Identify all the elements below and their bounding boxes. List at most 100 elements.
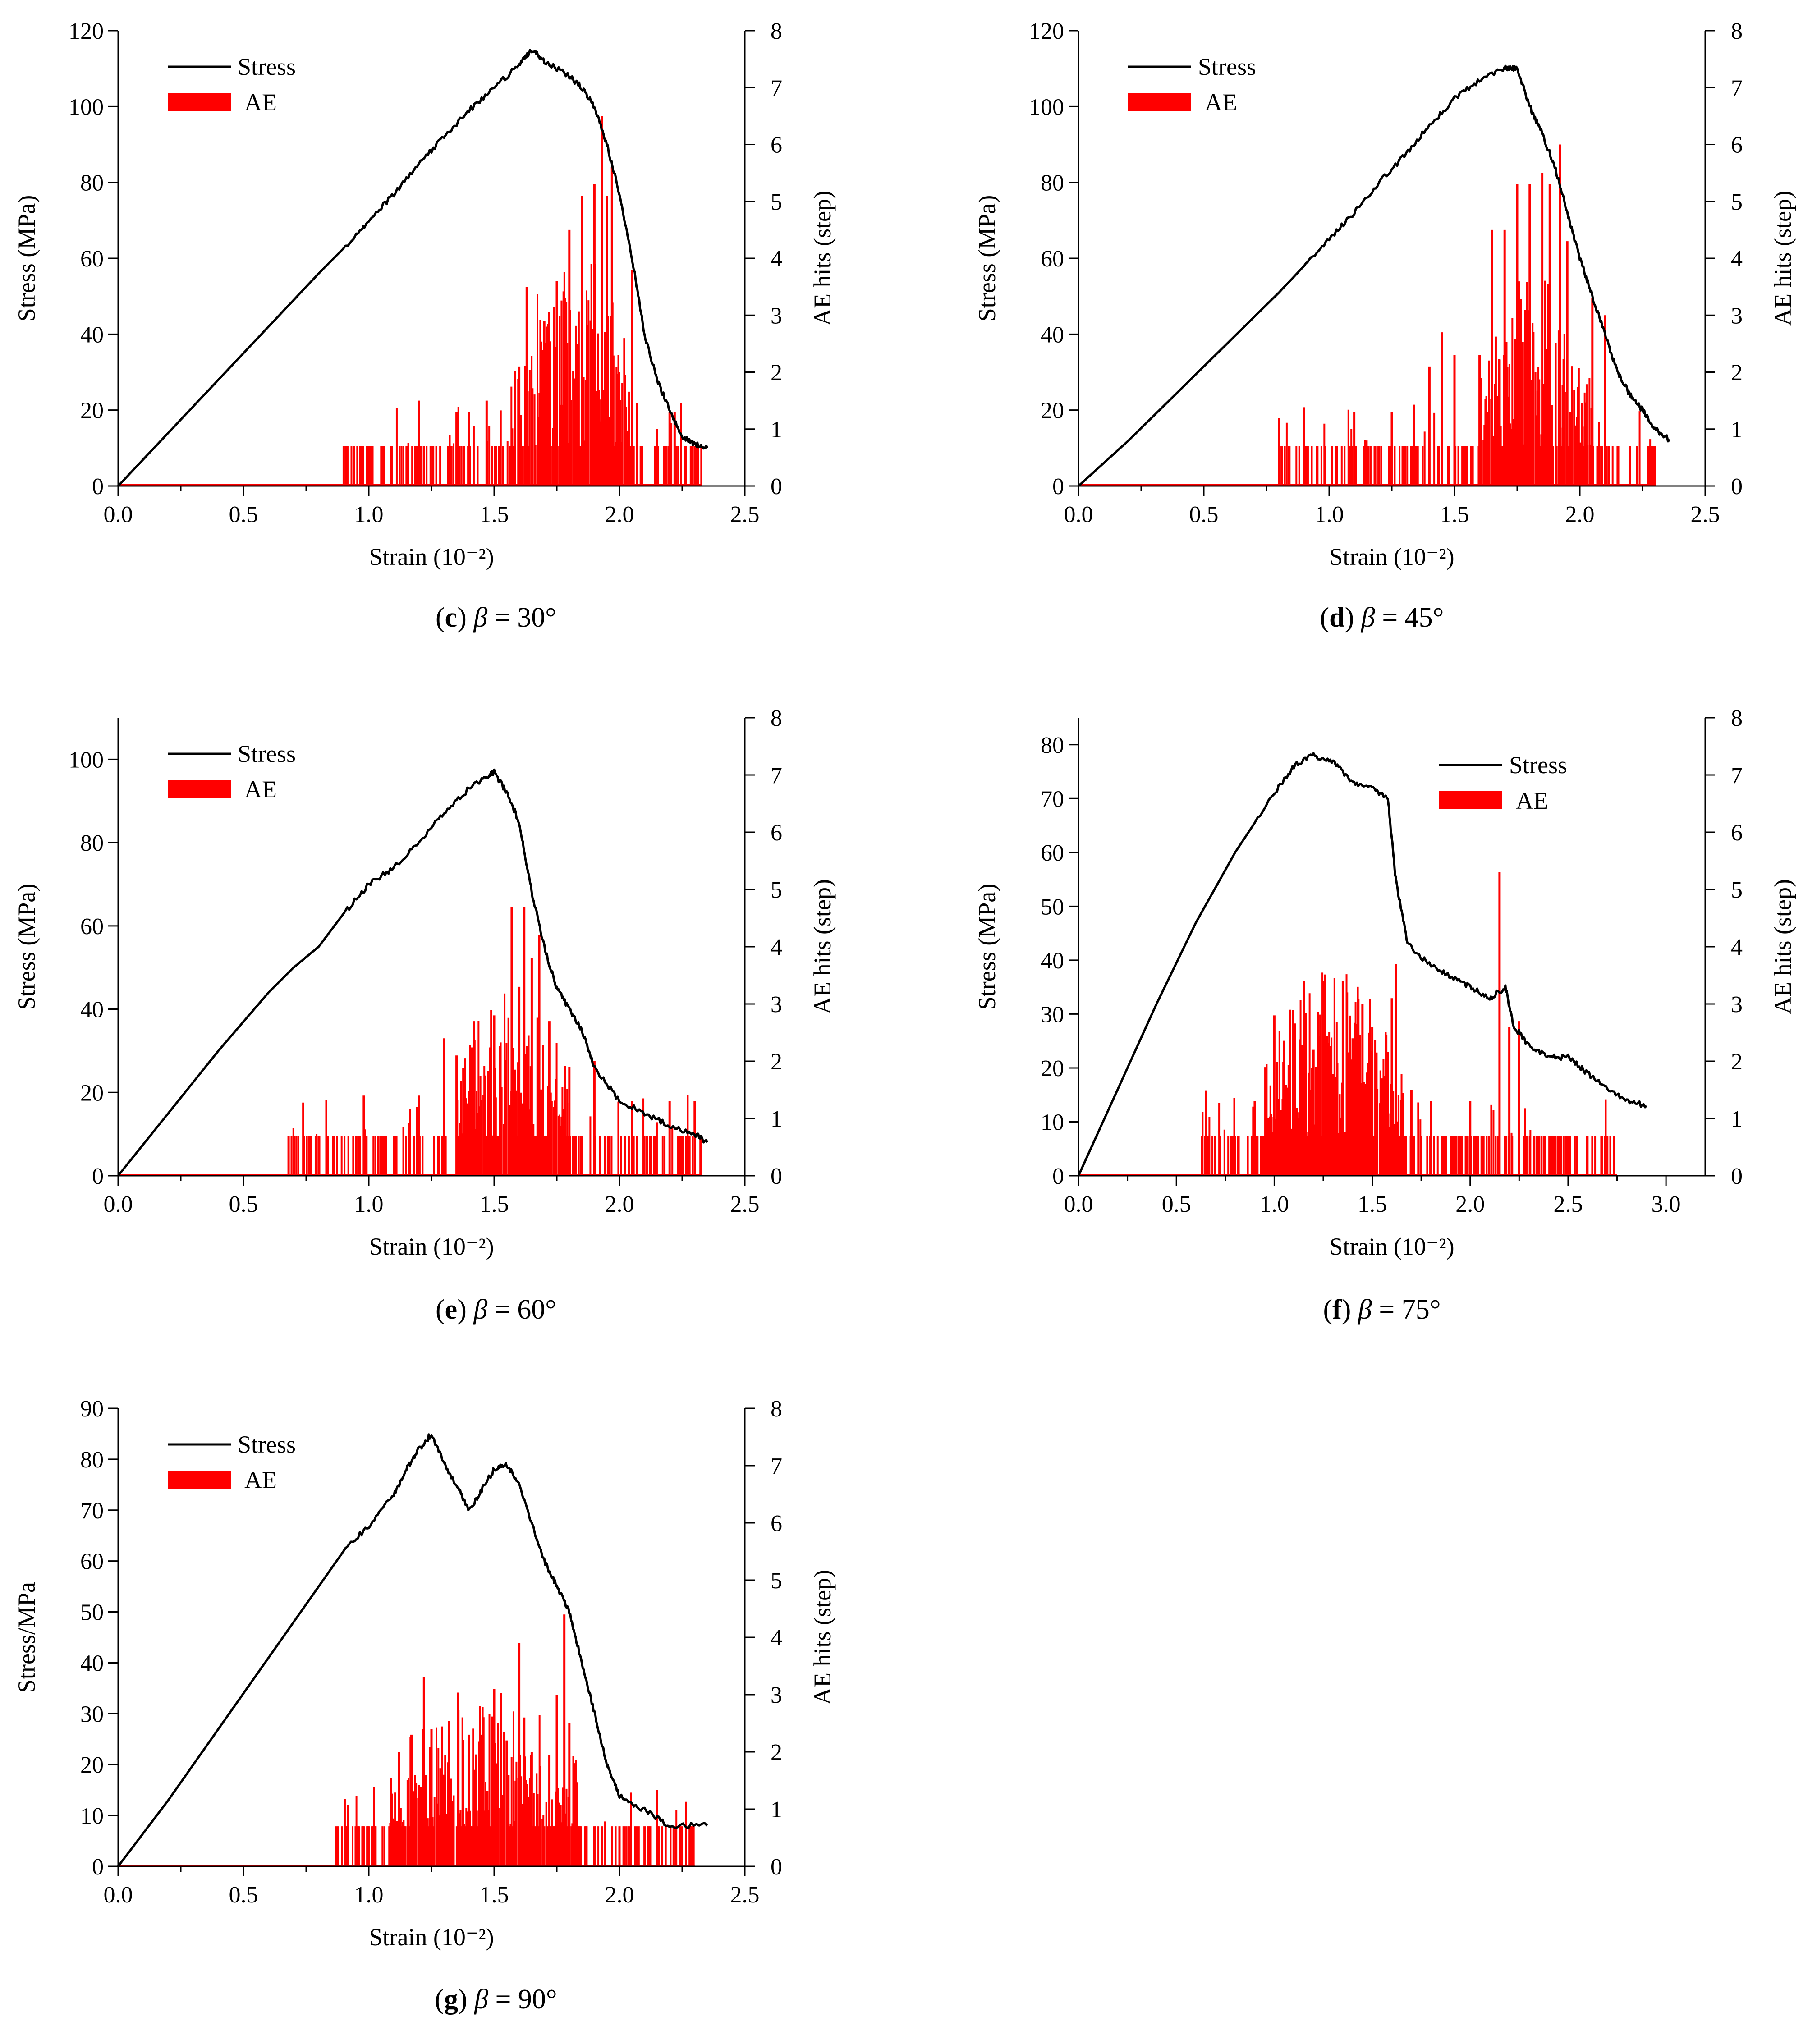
y-right-tick-label: 3 bbox=[771, 303, 782, 329]
y-right-tick-label: 5 bbox=[771, 1568, 782, 1594]
chart-panel-e: 0.0 0.5 1.0 1.5 2.0 2.5 0 20 40 60 80 100 0 1 2 3 4 5 6 7 8 S… bbox=[13, 706, 836, 1325]
y-left-tick-label: 90 bbox=[80, 1396, 104, 1422]
y-left-tick-label: 40 bbox=[80, 997, 104, 1023]
y-right-tick-label: 4 bbox=[1731, 935, 1743, 960]
y-left-tick-label: 60 bbox=[1041, 246, 1064, 272]
legend-ae-label: AE bbox=[1205, 89, 1237, 116]
axes-g: 0.0 0.5 1.0 1.5 2.0 2.5 0 10 20 30 40 50 60 70 80 90 0 1 2… bbox=[13, 1396, 836, 1951]
x-tick-label: 0.5 bbox=[229, 1882, 258, 1908]
y-right-axis-title: AE hits (step) bbox=[1769, 191, 1796, 326]
legend-stress-label: Stress bbox=[238, 53, 296, 80]
y-right-tick-label: 5 bbox=[1731, 189, 1743, 215]
x-tick-label: 2.5 bbox=[1553, 1192, 1583, 1217]
panel-caption-e: (e) β = 60° bbox=[436, 1294, 556, 1325]
ae-bars-g bbox=[118, 1614, 695, 1866]
panel-caption-g: (g) β = 90° bbox=[435, 1984, 557, 2015]
axes-f: 0.0 0.5 1.0 1.5 2.0 2.5 3.0 0 10 20 30 40 50 60 70 80 0 1… bbox=[973, 706, 1796, 1260]
y-right-axis-title: AE hits (step) bbox=[809, 1570, 836, 1705]
y-left-tick-label: 80 bbox=[80, 830, 104, 856]
chart-panel-d: 0.0 0.5 1.0 1.5 2.0 2.5 0 20 40 60 80 100 120 0 1 2 3 4 5 6… bbox=[973, 18, 1796, 633]
y-left-tick-label: 0 bbox=[92, 1164, 104, 1189]
stress-line-d bbox=[1078, 64, 1670, 487]
y-right-tick-label: 0 bbox=[771, 1164, 782, 1189]
x-tick-label: 2.5 bbox=[730, 502, 760, 527]
y-left-tick-label: 20 bbox=[1041, 1056, 1064, 1082]
legend-d: Stress AE bbox=[1128, 53, 1256, 116]
y-right-tick-label: 0 bbox=[771, 474, 782, 500]
legend-ae-swatch bbox=[1128, 93, 1191, 111]
x-tick-label: 2.5 bbox=[1691, 502, 1720, 527]
x-tick-label: 0.5 bbox=[1189, 502, 1219, 527]
y-right-tick-label: 6 bbox=[771, 1511, 782, 1536]
y-left-tick-label: 10 bbox=[1041, 1109, 1064, 1135]
legend-ae-label: AE bbox=[244, 89, 277, 116]
y-left-axis-title: Stress (MPa) bbox=[973, 195, 1000, 322]
x-tick-label: 1.0 bbox=[354, 1882, 384, 1908]
y-right-tick-label: 0 bbox=[771, 1854, 782, 1880]
stress-line-e bbox=[117, 768, 708, 1177]
y-left-tick-label: 80 bbox=[80, 1447, 104, 1473]
y-right-tick-label: 4 bbox=[771, 1625, 782, 1651]
x-tick-label: 3.0 bbox=[1652, 1192, 1681, 1217]
y-left-tick-label: 0 bbox=[92, 1854, 104, 1880]
y-left-tick-label: 100 bbox=[69, 94, 104, 120]
legend-ae-label: AE bbox=[244, 1467, 277, 1494]
y-left-tick-label: 100 bbox=[69, 747, 104, 773]
x-tick-label: 1.5 bbox=[1358, 1192, 1387, 1217]
y-left-tick-label: 20 bbox=[1041, 398, 1064, 424]
y-left-tick-label: 70 bbox=[1041, 786, 1064, 812]
x-tick-label: 0.0 bbox=[104, 1882, 133, 1908]
x-axis-title: Strain (10⁻²) bbox=[369, 1233, 494, 1260]
y-left-tick-label: 50 bbox=[80, 1600, 104, 1626]
y-right-tick-label: 3 bbox=[1731, 992, 1743, 1017]
y-right-tick-label: 6 bbox=[771, 133, 782, 158]
x-tick-label: 2.0 bbox=[605, 1882, 634, 1908]
y-right-tick-label: 1 bbox=[771, 1106, 782, 1132]
y-right-tick-label: 3 bbox=[771, 1682, 782, 1708]
x-tick-label: 0.0 bbox=[1064, 502, 1093, 527]
y-right-tick-label: 7 bbox=[771, 763, 782, 788]
y-left-tick-label: 70 bbox=[80, 1498, 104, 1524]
panel-caption-d: (d) β = 45° bbox=[1320, 602, 1444, 633]
y-left-tick-label: 0 bbox=[1052, 474, 1064, 500]
legend-ae-label: AE bbox=[1516, 787, 1548, 814]
axes-e: 0.0 0.5 1.0 1.5 2.0 2.5 0 20 40 60 80 100 0 1 2 3 4 5 6 7 8 S… bbox=[13, 706, 836, 1260]
y-right-axis-title: AE hits (step) bbox=[809, 191, 836, 326]
y-left-tick-label: 40 bbox=[1041, 948, 1064, 974]
x-tick-label: 2.0 bbox=[605, 1192, 634, 1217]
y-right-tick-label: 3 bbox=[1731, 303, 1743, 329]
y-left-tick-label: 10 bbox=[80, 1803, 104, 1829]
axes-d: 0.0 0.5 1.0 1.5 2.0 2.5 0 20 40 60 80 100 120 0 1 2 3 4 5 6… bbox=[973, 18, 1796, 570]
x-tick-label: 2.0 bbox=[1565, 502, 1595, 527]
legend-ae-swatch bbox=[168, 1471, 231, 1489]
y-right-tick-label: 7 bbox=[771, 1453, 782, 1479]
legend-ae-swatch bbox=[1439, 791, 1502, 809]
legend-e: Stress AE bbox=[168, 740, 296, 803]
x-tick-label: 2.0 bbox=[1455, 1192, 1485, 1217]
y-left-tick-label: 100 bbox=[1029, 94, 1064, 120]
y-right-tick-label: 2 bbox=[1731, 360, 1743, 386]
y-right-tick-label: 1 bbox=[771, 1797, 782, 1823]
x-axis-title: Strain (10⁻²) bbox=[1329, 543, 1454, 570]
y-left-tick-label: 60 bbox=[80, 1549, 104, 1575]
x-tick-label: 1.0 bbox=[354, 1192, 384, 1217]
y-right-tick-label: 6 bbox=[1731, 820, 1743, 846]
y-left-tick-label: 50 bbox=[1041, 894, 1064, 920]
legend-ae-swatch bbox=[168, 93, 231, 111]
x-tick-label: 0.0 bbox=[1064, 1192, 1093, 1217]
y-right-tick-label: 7 bbox=[1731, 75, 1743, 101]
y-right-tick-label: 2 bbox=[771, 1740, 782, 1765]
legend-stress-label: Stress bbox=[238, 1431, 296, 1458]
stress-line-f bbox=[1077, 752, 1647, 1177]
y-right-tick-label: 8 bbox=[1731, 18, 1743, 44]
legend-c: Stress AE bbox=[168, 53, 296, 116]
chart-panel-f: 0.0 0.5 1.0 1.5 2.0 2.5 3.0 0 10 20 30 40 50 60 70 80 0 1… bbox=[973, 706, 1796, 1325]
y-left-tick-label: 80 bbox=[1041, 170, 1064, 196]
y-right-tick-label: 4 bbox=[771, 935, 782, 960]
x-tick-label: 0.0 bbox=[104, 1192, 133, 1217]
y-left-tick-label: 40 bbox=[80, 1650, 104, 1676]
x-tick-label: 2.5 bbox=[730, 1192, 760, 1217]
x-tick-label: 2.0 bbox=[605, 502, 634, 527]
y-right-tick-label: 1 bbox=[1731, 417, 1743, 443]
